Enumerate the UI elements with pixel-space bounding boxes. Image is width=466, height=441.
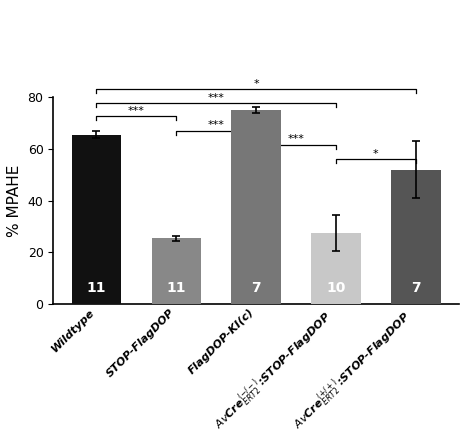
Y-axis label: % MPAHE: % MPAHE	[7, 164, 22, 237]
Text: 11: 11	[166, 281, 186, 295]
Bar	[72, 135, 121, 304]
Text: 10: 10	[326, 281, 346, 295]
Text: ***: ***	[208, 120, 225, 130]
Text: 7: 7	[411, 281, 421, 295]
Text: *: *	[254, 79, 259, 89]
Bar	[391, 169, 441, 304]
Text: 11: 11	[87, 281, 106, 295]
Text: 7: 7	[251, 281, 261, 295]
Bar	[151, 238, 201, 304]
Bar	[311, 233, 361, 304]
Text: ***: ***	[208, 93, 225, 103]
Bar	[232, 110, 281, 304]
Text: *: *	[373, 149, 379, 159]
Text: ***: ***	[128, 106, 145, 116]
Text: ***: ***	[288, 135, 304, 144]
